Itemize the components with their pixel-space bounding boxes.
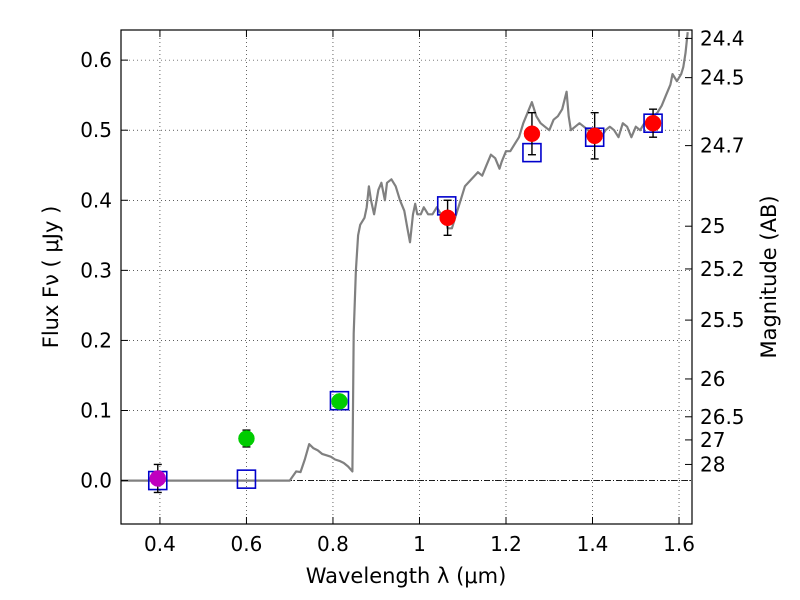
plot-frame <box>120 29 693 525</box>
observed-point <box>331 393 348 410</box>
x-tick-label: 1.6 <box>663 532 695 556</box>
y2-tick-label: 24.7 <box>700 134 745 158</box>
observed-point <box>523 125 541 142</box>
y-tick-label: 0.0 <box>80 469 112 493</box>
x-tick-label: 1 <box>413 532 426 556</box>
y-tick-label: 0.4 <box>80 188 112 212</box>
y2-tick-label: 25 <box>700 214 725 238</box>
x-axis-ticks: 0.4 0.6 0.8 1 1.2 1.4 1.6 <box>144 30 695 556</box>
observed-point <box>149 470 167 487</box>
y-tick-label: 0.3 <box>80 258 112 282</box>
x-axis-label: Wavelength λ (μm) <box>306 564 507 588</box>
y-axis-label: Flux Fν ( μJy ) <box>39 206 63 349</box>
spectrum-line <box>121 31 689 482</box>
model-photometry-square <box>236 469 257 489</box>
y2-tick-label: 24.4 <box>700 26 745 50</box>
spectrum-series <box>121 31 689 482</box>
y2-tick-label: 28 <box>700 452 725 476</box>
y-tick-label: 0.2 <box>80 328 112 352</box>
x-tick-label: 1.4 <box>577 532 609 556</box>
y-tick-label: 0.5 <box>80 118 112 142</box>
y2-tick-label: 25.5 <box>700 308 745 332</box>
y2-tick-label: 26 <box>700 367 725 391</box>
y-axis-ticks: 0.0 0.1 0.2 0.3 0.4 0.5 0.6 <box>80 48 128 493</box>
observed-point <box>238 430 255 447</box>
x-tick-label: 1.2 <box>490 532 522 556</box>
y-tick-label: 0.6 <box>80 48 112 72</box>
y2-axis-label: Magnitude (AB) <box>757 195 781 358</box>
observed-point <box>439 209 456 227</box>
y2-tick-label: 25.2 <box>700 257 745 281</box>
x-tick-label: 0.6 <box>231 532 263 556</box>
model-photometry-square <box>329 390 350 411</box>
x-tick-label: 0.4 <box>144 532 176 556</box>
observed-point <box>644 114 662 132</box>
observed-photometry-series <box>149 108 662 494</box>
observed-point <box>586 127 603 145</box>
y2-tick-label: 27 <box>700 428 725 452</box>
y2-tick-label: 26.5 <box>700 405 745 429</box>
x-tick-label: 0.8 <box>317 532 349 556</box>
y-tick-label: 0.1 <box>80 398 112 422</box>
y2-tick-label: 24.5 <box>700 66 745 90</box>
